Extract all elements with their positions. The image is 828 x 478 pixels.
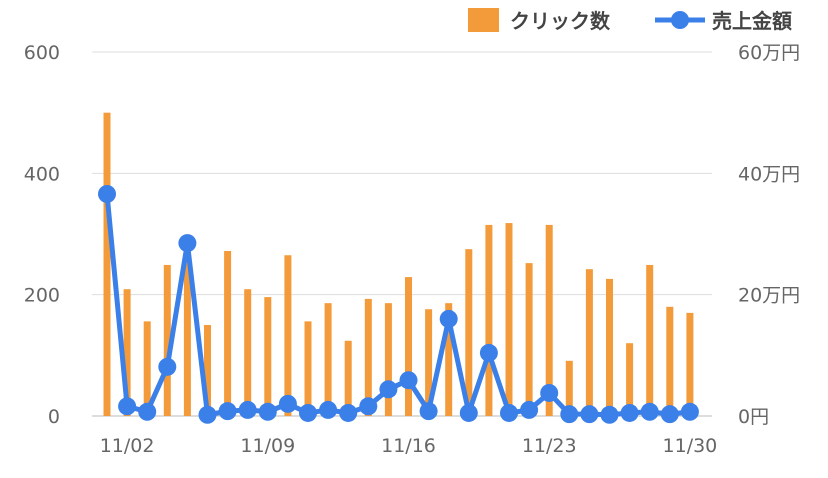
left-tick-label: 0: [48, 406, 60, 428]
bar: [183, 246, 191, 416]
bar: [525, 263, 533, 416]
bar: [244, 289, 252, 416]
legend-marker-sales: [671, 11, 689, 29]
sales-point: [98, 184, 116, 203]
sales-point: [359, 397, 378, 416]
bar: [143, 321, 151, 416]
sales-point: [419, 402, 438, 421]
sales-point: [640, 402, 659, 421]
sales-point: [479, 343, 498, 362]
bar: [384, 303, 392, 416]
bar: [163, 264, 171, 416]
sales-point: [118, 397, 137, 416]
sales-point: [540, 383, 559, 402]
x-tick-label: 11/23: [522, 435, 577, 457]
legend-swatch-clicks: [468, 8, 499, 32]
sales-point: [198, 405, 217, 424]
sales-point: [680, 402, 699, 421]
x-axis: 11/02 11/09 11/16 11/23 11/30: [100, 435, 718, 457]
bar: [324, 303, 332, 416]
left-tick-label: 600: [24, 42, 60, 64]
sales-point: [258, 402, 277, 421]
legend-label-sales: 売上金額: [712, 9, 792, 33]
legend-label-clicks: クリック数: [510, 9, 611, 33]
sales-point: [178, 234, 197, 253]
left-tick-label: 200: [24, 285, 60, 307]
line-series: [98, 184, 699, 424]
bar: [224, 250, 232, 416]
sales-point: [138, 402, 157, 421]
sales-point: [500, 403, 518, 422]
sales-line: [104, 193, 691, 418]
bar: [425, 309, 433, 416]
right-tick-label: 60万円: [738, 42, 800, 64]
x-tick-label: 11/16: [381, 435, 436, 457]
sales-point: [580, 405, 599, 424]
x-tick-label: 11/09: [240, 435, 295, 457]
sales-point: [218, 402, 237, 421]
sales-point: [238, 400, 257, 419]
sales-point: [339, 403, 358, 422]
legend: クリック数 売上金額: [468, 8, 792, 33]
sales-point: [399, 371, 418, 390]
bar: [646, 264, 654, 416]
sales-point: [660, 405, 679, 424]
bar: [545, 224, 553, 416]
sales-point: [560, 405, 579, 424]
bar: [123, 289, 131, 416]
right-tick-label: 0円: [738, 406, 769, 428]
bar: [344, 340, 352, 416]
left-tick-label: 400: [24, 163, 60, 185]
bar: [666, 306, 674, 416]
bar: [284, 255, 292, 416]
bar: [505, 223, 513, 416]
left-axis: 0 200 400 600: [24, 42, 60, 428]
bar: [686, 312, 694, 416]
sales-point: [600, 405, 619, 424]
right-axis: 0円 20万円 40万円 60万円: [738, 42, 800, 428]
bar: [204, 325, 211, 416]
x-tick-label: 11/30: [663, 435, 718, 457]
bar: [304, 321, 312, 416]
sales-point: [319, 400, 338, 419]
sales-point: [520, 400, 539, 419]
right-tick-label: 40万円: [738, 163, 800, 185]
sales-point: [299, 403, 317, 422]
sales-point: [379, 380, 398, 399]
bar-series: [103, 112, 694, 417]
bar: [364, 298, 372, 416]
sales-point: [278, 394, 297, 413]
bar: [485, 224, 493, 416]
sales-point: [439, 309, 458, 328]
bar: [264, 297, 272, 416]
sales-point: [459, 403, 478, 422]
x-tick-label: 11/02: [100, 435, 155, 457]
bar: [565, 360, 573, 416]
bar: [465, 249, 473, 416]
sales-point: [158, 357, 177, 376]
sales-point: [620, 403, 639, 422]
bar: [445, 303, 453, 416]
bar: [103, 112, 111, 417]
right-tick-label: 20万円: [738, 285, 800, 307]
bar: [626, 343, 634, 416]
bar: [606, 278, 613, 416]
bar: [585, 269, 593, 416]
bar: [405, 277, 412, 416]
